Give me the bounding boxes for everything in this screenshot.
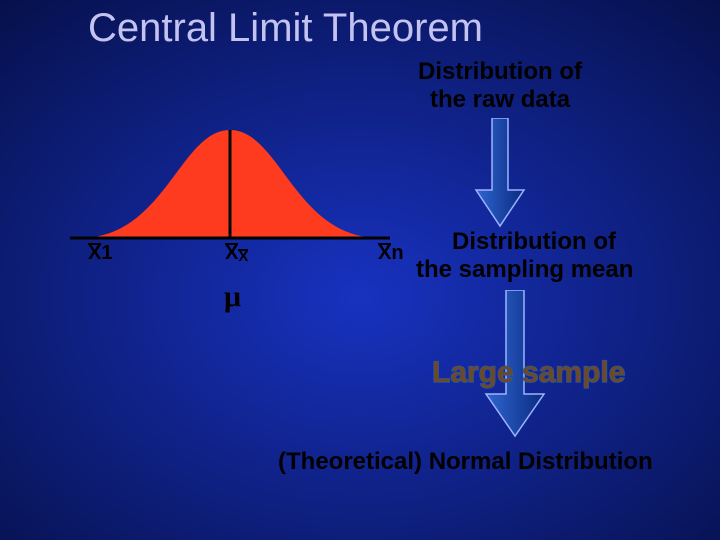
axis-label-x1: X1 [88,242,112,265]
label-normal-distribution: (Theoretical) Normal Distribution [278,448,653,476]
axis-label-xx: XX [225,242,248,265]
bell-curve [70,120,390,250]
axis-label-mu: μ [224,280,241,314]
axis-label-xn: Xn [378,242,404,265]
label-large-sample: Large sample [432,350,692,394]
arrow-down-1 [470,118,530,228]
svg-text:Large sample: Large sample [432,356,625,389]
label-distribution-sampling-line1: Distribution of [452,228,616,256]
label-distribution-raw-line1: Distribution of [418,58,582,86]
slide-title: Central Limit Theorem [88,6,483,51]
label-distribution-raw-line2: the raw data [430,86,570,114]
label-distribution-sampling-line2: the sampling mean [416,256,633,284]
